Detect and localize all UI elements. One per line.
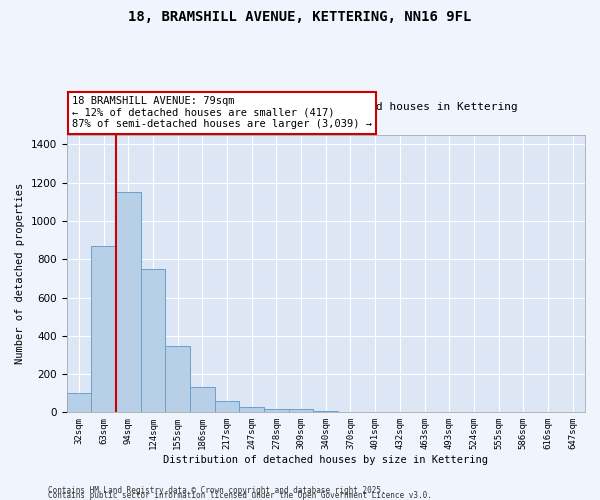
- Bar: [289, 410, 313, 412]
- Title: Size of property relative to detached houses in Kettering: Size of property relative to detached ho…: [133, 102, 518, 112]
- Y-axis label: Number of detached properties: Number of detached properties: [15, 183, 25, 364]
- Text: Contains HM Land Registry data © Crown copyright and database right 2025.: Contains HM Land Registry data © Crown c…: [48, 486, 386, 495]
- Bar: [215, 401, 239, 412]
- Bar: [264, 408, 289, 412]
- Bar: [67, 393, 91, 412]
- Bar: [239, 407, 264, 412]
- X-axis label: Distribution of detached houses by size in Kettering: Distribution of detached houses by size …: [163, 455, 488, 465]
- Text: 18, BRAMSHILL AVENUE, KETTERING, NN16 9FL: 18, BRAMSHILL AVENUE, KETTERING, NN16 9F…: [128, 10, 472, 24]
- Bar: [190, 386, 215, 412]
- Bar: [116, 192, 140, 412]
- Text: 18 BRAMSHILL AVENUE: 79sqm
← 12% of detached houses are smaller (417)
87% of sem: 18 BRAMSHILL AVENUE: 79sqm ← 12% of deta…: [72, 96, 372, 130]
- Bar: [165, 346, 190, 412]
- Bar: [140, 269, 165, 412]
- Text: Contains public sector information licensed under the Open Government Licence v3: Contains public sector information licen…: [48, 491, 432, 500]
- Bar: [313, 411, 338, 412]
- Bar: [91, 246, 116, 412]
